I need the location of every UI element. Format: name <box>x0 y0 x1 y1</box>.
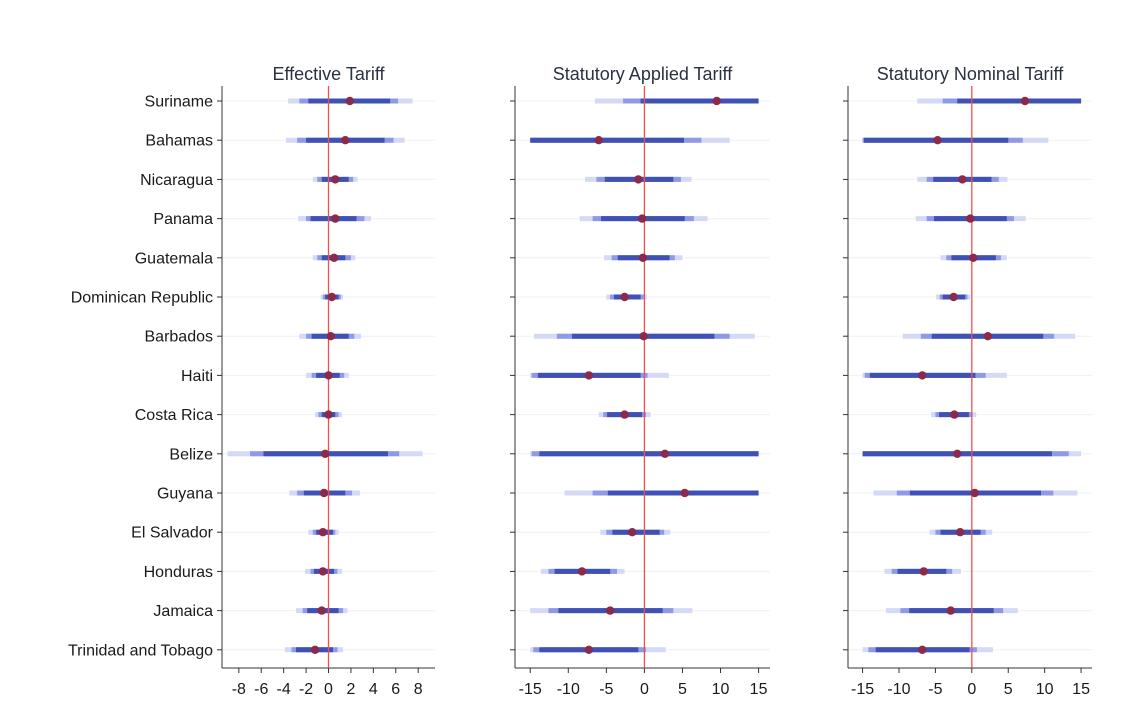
point-estimate <box>918 645 927 654</box>
x-tick-label: 6 <box>391 681 400 698</box>
panel-title: Statutory Applied Tariff <box>553 64 733 84</box>
panel: Statutory Nominal Tariff -15 -10 -5 0 5 10 15 <box>843 64 1092 698</box>
x-tick-label: -15 <box>851 681 874 698</box>
country-label: El Salvador <box>131 525 213 542</box>
x-tick-label: -4 <box>277 681 291 698</box>
country-label: Suriname <box>145 94 214 111</box>
point-estimate <box>919 567 928 576</box>
point-estimate <box>327 292 337 302</box>
point-estimate <box>331 214 340 223</box>
point-estimate <box>969 253 978 262</box>
point-estimate <box>324 371 333 380</box>
country-labels: Suriname Bahamas Nicaragua Panama Guatemala D… <box>68 94 214 660</box>
x-tick-label: -10 <box>557 681 580 698</box>
x-tick-label: 5 <box>678 681 687 698</box>
country-label: Bahamas <box>145 133 213 150</box>
point-estimate <box>949 292 958 302</box>
country-label: Trinidad and Tobago <box>68 642 213 659</box>
point-estimate <box>634 175 643 184</box>
point-estimate <box>345 96 354 106</box>
point-estimate <box>329 253 339 262</box>
point-estimate <box>324 410 333 419</box>
point-estimate <box>639 332 648 341</box>
country-label: Belize <box>169 446 213 463</box>
point-estimate <box>918 371 927 380</box>
x-tick-label: -5 <box>599 681 613 698</box>
point-estimate <box>318 567 328 576</box>
panel-title: Effective Tariff <box>272 64 385 84</box>
point-estimate <box>660 449 670 458</box>
country-label: Jamaica <box>153 603 213 620</box>
point-estimate <box>680 488 689 498</box>
point-estimate <box>594 136 603 145</box>
x-tick-label: -2 <box>299 681 313 698</box>
country-label: Haiti <box>181 368 213 385</box>
point-estimate <box>317 606 326 615</box>
country-label: Nicaragua <box>140 172 213 189</box>
country-label: Dominican Republic <box>71 290 213 307</box>
point-estimate <box>319 488 329 498</box>
panel-title: Statutory Nominal Tariff <box>877 64 1064 84</box>
point-estimate <box>331 175 340 184</box>
x-tick-label: -8 <box>232 681 246 698</box>
panel: Statutory Applied Tariff -15 -10 -5 0 5 10 15 <box>510 64 770 698</box>
x-tick-label: 5 <box>1004 681 1013 698</box>
x-tick-label: -15 <box>519 681 542 698</box>
point-estimate <box>970 488 979 498</box>
point-estimate <box>341 136 350 145</box>
country-label: Guyana <box>157 486 213 503</box>
point-estimate <box>946 606 955 615</box>
x-tick-label: 0 <box>324 681 333 698</box>
x-tick-label: 15 <box>1072 681 1090 698</box>
point-estimate <box>950 410 959 419</box>
point-estimate <box>712 96 721 106</box>
point-estimate <box>955 528 965 537</box>
country-label: Panama <box>153 211 213 228</box>
point-estimate <box>933 136 942 145</box>
x-tick-label: 15 <box>750 681 768 698</box>
x-tick-label: 0 <box>640 681 649 698</box>
x-tick-label: 4 <box>369 681 378 698</box>
x-tick-label: -6 <box>254 681 268 698</box>
x-tick-label: 2 <box>346 681 355 698</box>
x-tick-label: 10 <box>1036 681 1054 698</box>
point-estimate <box>966 214 975 223</box>
point-estimate <box>628 528 637 537</box>
x-tick-label: 8 <box>414 681 423 698</box>
country-label: Guatemala <box>135 250 213 267</box>
point-estimate <box>326 332 335 341</box>
point-estimate <box>577 567 587 576</box>
x-tick-label: -10 <box>887 681 910 698</box>
point-estimate <box>958 175 967 184</box>
point-estimate <box>1020 96 1030 106</box>
point-estimate <box>584 371 594 380</box>
country-label: Costa Rica <box>135 407 213 424</box>
x-tick-label: 0 <box>967 681 976 698</box>
x-tick-label: -5 <box>928 681 942 698</box>
point-estimate <box>584 645 594 654</box>
country-label: Honduras <box>144 564 213 581</box>
point-estimate <box>637 214 647 223</box>
point-estimate <box>620 292 629 302</box>
panel: Effective Tariff -8 -6 -4 -2 0 2 4 6 8 <box>217 64 435 698</box>
x-tick-label: 10 <box>712 681 730 698</box>
country-label: Barbados <box>145 329 214 346</box>
point-estimate <box>638 253 648 262</box>
point-estimate <box>320 449 330 458</box>
point-estimate <box>310 645 320 654</box>
point-estimate <box>605 606 615 615</box>
point-estimate <box>953 449 962 458</box>
point-estimate <box>983 332 993 341</box>
point-estimate <box>620 410 629 419</box>
point-estimate <box>318 528 328 537</box>
